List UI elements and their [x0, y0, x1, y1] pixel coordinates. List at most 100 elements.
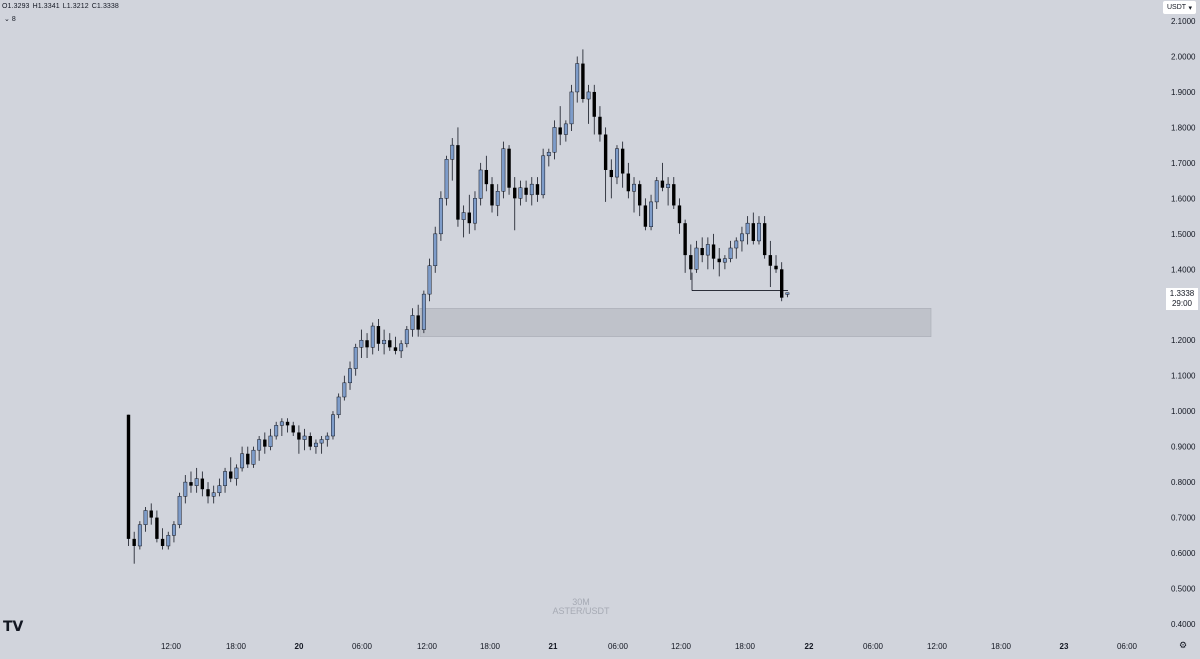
tradingview-logo[interactable]: TV	[3, 619, 24, 635]
y-axis-tick-label: 1.2000	[1171, 336, 1196, 345]
candle-up	[541, 155, 546, 196]
candle-down	[535, 184, 540, 195]
candle-down	[598, 116, 602, 135]
x-axis-tick-label: 06:00	[352, 642, 373, 651]
candle-down	[308, 436, 312, 447]
candle-up	[223, 471, 228, 486]
candle-down	[626, 173, 631, 192]
candle-down	[285, 421, 290, 426]
currency-label: USDT	[1167, 4, 1187, 11]
x-axis-tick-label: 18:00	[480, 642, 501, 651]
candle-up	[348, 368, 352, 384]
candle-down	[774, 265, 778, 270]
candle-up	[529, 183, 534, 196]
y-axis-tick-label: 2.1000	[1171, 17, 1196, 26]
candle-down	[620, 148, 625, 174]
support-zone	[419, 308, 932, 337]
candle-up	[410, 315, 415, 330]
y-axis-tick-label: 1.1000	[1171, 372, 1196, 381]
y-axis-tick-label: 1.9000	[1171, 88, 1196, 97]
candle-up	[495, 191, 500, 206]
candle-up	[234, 467, 239, 479]
x-axis-tick-label: 12:00	[671, 642, 692, 651]
candle-down	[229, 471, 233, 479]
candle-down	[643, 205, 648, 227]
x-axis-tick-label: 22	[805, 642, 814, 651]
gear-icon[interactable]: ⚙	[1179, 640, 1188, 650]
candle-up	[444, 159, 449, 199]
candle-up	[370, 325, 375, 348]
candle-down	[524, 187, 528, 195]
candle-up	[734, 240, 739, 249]
x-axis-tick-label: 20	[295, 642, 304, 651]
candle-up	[757, 222, 761, 242]
indicator-count: 8	[11, 16, 16, 23]
candle-up	[501, 148, 506, 192]
currency-selector[interactable]: USDT ▾	[1163, 1, 1196, 14]
candle-up	[331, 414, 335, 437]
candle-up	[342, 382, 347, 398]
candle-down	[263, 439, 267, 447]
candle-up	[615, 148, 619, 178]
x-axis-tick-label: 06:00	[1117, 642, 1138, 651]
candle-down	[711, 244, 716, 259]
candle-down	[768, 255, 773, 266]
candle-down	[246, 453, 250, 465]
candle-down	[456, 145, 460, 220]
candle-up	[632, 183, 636, 192]
candle-up	[586, 91, 591, 100]
candle-up	[739, 233, 744, 242]
candle-down	[581, 63, 585, 100]
candle-down	[700, 248, 704, 256]
candle-down	[762, 223, 767, 256]
last-price-label: 1.3338 29:00	[1166, 288, 1198, 310]
candle-up	[728, 247, 733, 259]
x-axis-tick-label: 06:00	[608, 642, 629, 651]
y-axis-tick-label: 0.9000	[1171, 443, 1196, 452]
candle-up	[745, 222, 750, 235]
y-axis-tick-label: 0.5000	[1171, 585, 1196, 594]
indicator-toggle[interactable]: ⌄ 8	[4, 15, 16, 23]
y-axis-tick-label: 1.6000	[1171, 194, 1196, 203]
x-axis-tick-label: 06:00	[863, 642, 884, 651]
candle-down	[376, 326, 381, 344]
candle-up	[268, 435, 273, 447]
candle-down	[126, 414, 131, 539]
candle-up	[279, 421, 284, 426]
x-axis-tick-label: 18:00	[226, 642, 247, 651]
x-axis-tick-label: 12:00	[161, 642, 182, 651]
candle-down	[200, 478, 205, 490]
candle-up	[177, 496, 182, 525]
candle-down	[660, 180, 665, 188]
x-axis-tick-label: 18:00	[991, 642, 1012, 651]
candle-down	[513, 187, 517, 199]
y-axis-tick-label: 0.6000	[1171, 549, 1196, 558]
candle-up	[319, 439, 324, 444]
candle-down	[558, 127, 562, 135]
last-price-value: 1.3338	[1169, 289, 1195, 298]
candle-down	[160, 538, 165, 546]
y-axis-tick-label: 1.7000	[1171, 159, 1196, 168]
ohlc-close: C1.3338	[91, 3, 119, 10]
x-axis-tick-label: 23	[1060, 642, 1069, 651]
candle-up	[785, 292, 790, 295]
candle-down	[689, 255, 693, 270]
candle-down	[490, 184, 494, 206]
y-axis-tick-label: 1.0000	[1171, 407, 1196, 416]
candle-up	[257, 439, 262, 451]
candle-down	[717, 258, 721, 263]
candle-down	[416, 315, 420, 330]
candle-down	[507, 148, 511, 188]
candle-down	[672, 184, 676, 206]
ohlc-high: H1.3341	[32, 3, 60, 10]
candle-up	[302, 435, 307, 440]
candle-down	[603, 134, 608, 170]
candle-down	[609, 169, 613, 178]
candle-up	[171, 524, 176, 536]
candle-down	[393, 347, 398, 351]
candle-up	[705, 244, 710, 256]
candle-up	[478, 169, 483, 199]
candle-up	[336, 396, 341, 415]
